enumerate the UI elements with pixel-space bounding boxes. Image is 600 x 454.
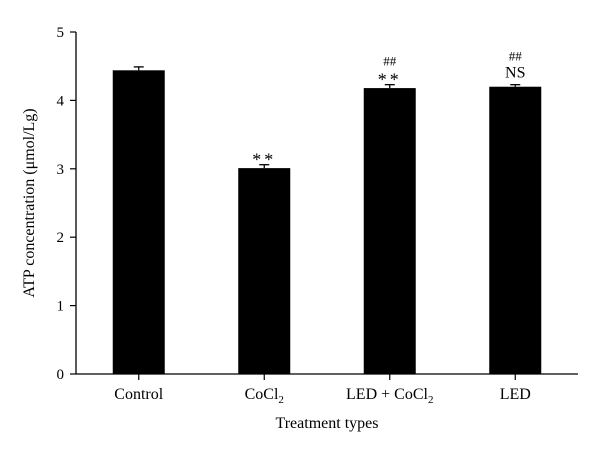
x-tick-label-subscript: 2: [428, 394, 434, 406]
significance-label: ##: [383, 54, 397, 69]
y-ticks: 0 1 2 3 4 5: [57, 25, 76, 383]
x-tick-label-subscript: 2: [278, 394, 284, 406]
x-tick-label: Control: [114, 386, 163, 403]
significance-label: **: [252, 150, 276, 170]
significance-label: ##: [509, 49, 523, 64]
y-tick-label: 5: [57, 25, 65, 41]
x-ticks: Control CoCl2 LED + CoCl2 LED: [114, 374, 531, 406]
x-tick-label-text: Control: [114, 386, 163, 403]
x-tick-label: CoCl2: [245, 386, 284, 406]
significance-label: NS: [505, 65, 525, 82]
y-axis-label: ATP concentration (μmol/Lg): [21, 108, 38, 297]
error-bars: [133, 66, 521, 169]
y-tick-label: 4: [57, 93, 65, 109]
x-tick-label-text: LED: [500, 386, 531, 403]
x-tick-label: LED: [500, 386, 531, 403]
x-tick-label-text: CoCl: [245, 386, 279, 403]
bar: [363, 88, 416, 374]
x-tick-label: LED + CoCl2: [346, 386, 433, 406]
y-tick-label: 3: [57, 162, 65, 178]
x-tick-label-text: LED + CoCl: [346, 386, 428, 403]
bar: [489, 86, 542, 374]
y-tick-label: 0: [57, 367, 65, 383]
y-tick-label: 2: [57, 230, 65, 246]
bar: [238, 168, 291, 374]
x-axis-label: Treatment types: [276, 415, 379, 432]
y-tick-label: 1: [57, 299, 65, 315]
significance-annotations: ****##NS##: [252, 49, 525, 170]
bars: [112, 70, 542, 374]
significance-label: **: [378, 70, 402, 90]
bar: [112, 70, 165, 374]
